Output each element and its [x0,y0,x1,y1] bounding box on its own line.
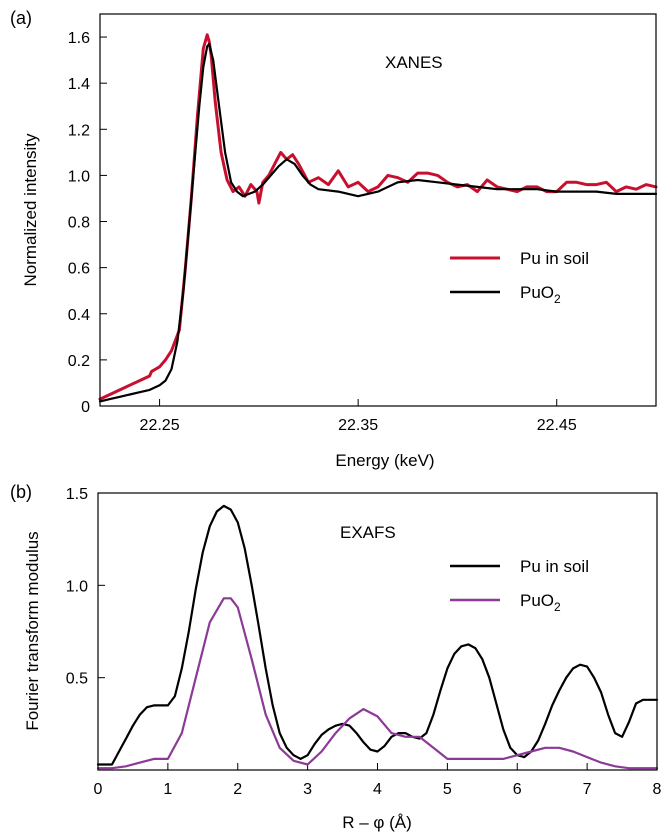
xanes-ticks: 22.25 22.35 22.45 0 0.2 0.4 0.6 0.8 1.0 1.2 1.4 1.6 [68,30,577,434]
xanes-panel: (a) 22.25 22.35 22.45 0 0.2 0.4 0.6 0.8 1.0 1.2 1.… [10,8,658,470]
xanes-x-tick-label: 22.25 [140,417,180,434]
exafs-y-tick-label: 1.5 [66,486,88,503]
xanes-x-tick-label: 22.35 [338,417,378,434]
legend-label-puo2-b: PuO2 [520,591,561,614]
exafs-x-tick-label: 3 [303,781,312,798]
exafs-x-tick-label: 0 [94,781,103,798]
xanes-y-tick-label: 0.8 [68,215,90,232]
exafs-x-tick-label: 6 [513,781,522,798]
xanes-y-tick-label: 0.2 [68,353,90,370]
exafs-y-tick-label: 0.5 [66,671,88,688]
xanes-x-tick-label: 22.45 [537,417,577,434]
exafs-series-pu-in-soil [96,504,659,766]
exafs-panel: (b) 0 1 2 3 4 5 6 7 8 0.5 1.0 1.5 EXAFS R – φ (Å) F… [10,482,662,832]
exafs-x-tick-label: 7 [583,781,592,798]
xanes-annotation: XANES [385,53,443,72]
exafs-x-tick-label: 4 [373,781,382,798]
exafs-series [96,504,659,770]
xanes-y-tick-label: 1.6 [68,30,90,47]
xanes-legend: Pu in soil PuO2 [450,249,589,306]
xanes-y-tick-label: 0.6 [68,261,90,278]
xanes-y-tick-label: 1.4 [68,76,90,93]
legend-label-pu-in-soil-b: Pu in soil [520,557,589,576]
exafs-axes-frame [97,492,658,771]
xanes-y-tick-label: 1.0 [68,168,90,185]
panel-a-label: (a) [10,8,32,28]
xanes-y-tick-label: 0 [81,399,90,416]
exafs-x-tick-label: 2 [233,781,242,798]
exafs-annotation: EXAFS [340,523,396,542]
xanes-x-axis-label: Energy (keV) [335,451,434,470]
xanes-series [98,33,658,403]
exafs-x-axis-label: R – φ (Å) [342,813,412,832]
exafs-x-tick-label: 5 [443,781,452,798]
exafs-x-tick-label: 1 [163,781,172,798]
exafs-y-axis-label: Fourier transform modulus [23,531,42,730]
exafs-x-tick-label: 8 [653,781,662,798]
exafs-legend: Pu in soil PuO2 [450,557,589,614]
exafs-ticks: 0 1 2 3 4 5 6 7 8 0.5 1.0 1.5 [66,486,662,798]
exafs-series-puo2 [96,597,659,770]
xanes-series-pu-in-soil [98,33,658,401]
xanes-axes-frame [99,13,657,407]
xanes-y-axis-label: Normalized intensity [21,133,40,287]
exafs-y-tick-label: 1.0 [66,578,88,595]
panel-b-label: (b) [10,482,32,502]
legend-label-puo2: PuO2 [520,283,561,306]
xanes-series-puo2 [98,42,658,403]
legend-label-pu-in-soil: Pu in soil [520,249,589,268]
xanes-y-tick-label: 0.4 [68,307,90,324]
xanes-y-tick-label: 1.2 [68,122,90,139]
